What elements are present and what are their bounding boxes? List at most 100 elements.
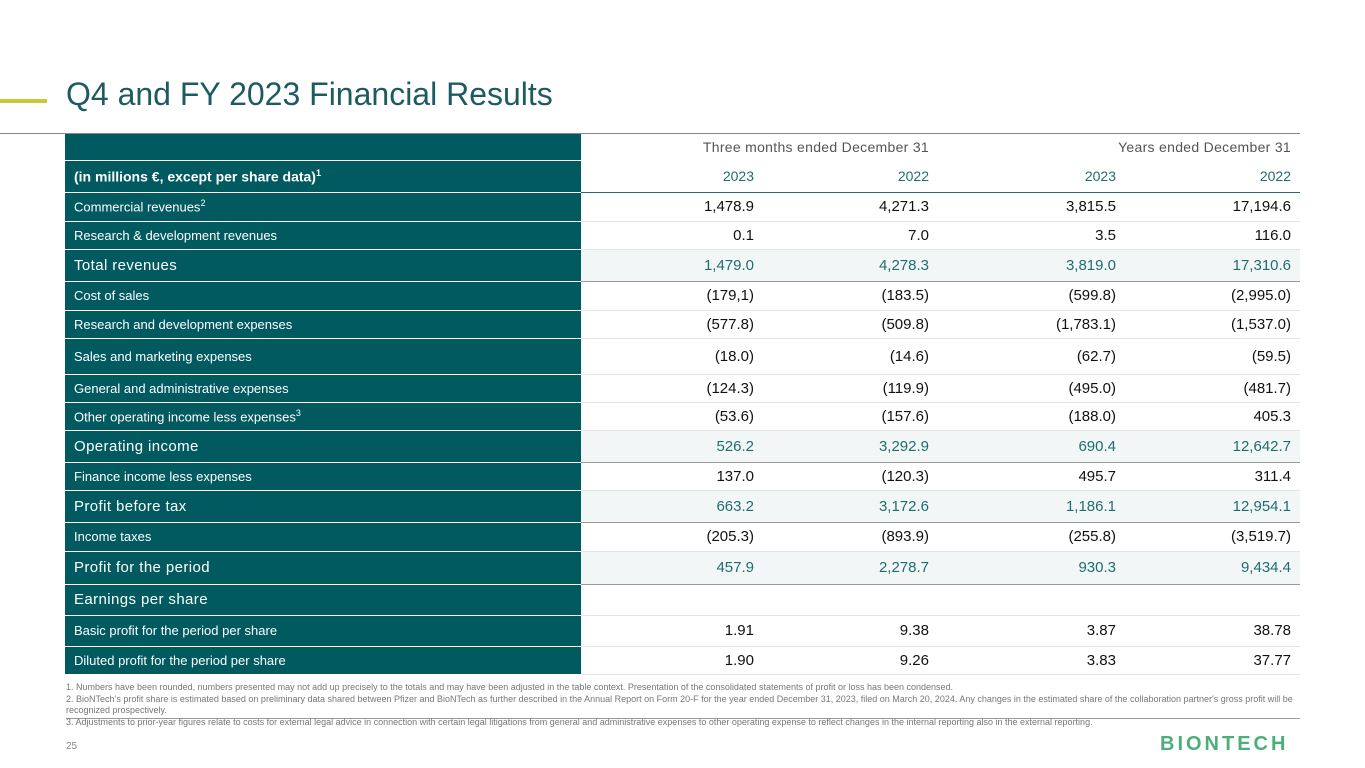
row-label-text: Other operating income less expenses [74, 409, 296, 425]
row-label-text: Research & development revenues [74, 227, 278, 243]
value-cell: (1,783.1) [938, 310, 1125, 339]
footnote: 2. BioNTech’s profit share is estimated … [66, 693, 1293, 716]
value-cell: (183.5) [763, 281, 938, 311]
row-label-text: Earnings per share [74, 591, 208, 608]
value-cell: (53.6) [581, 402, 763, 431]
year-header: 2023 [938, 160, 1125, 193]
row-label-text: General and administrative expenses [74, 380, 289, 396]
row-label: Research & development revenues [65, 221, 581, 250]
value-cell: 311.4 [1125, 462, 1301, 491]
value-cell: 1,479.0 [581, 249, 763, 282]
row-label-text: Research and development expenses [74, 316, 293, 332]
value-cell: 17,310.6 [1125, 249, 1301, 282]
logo: BIONTECH [1160, 733, 1289, 755]
table-row: Research & development revenues 0.1 7.0 3.5… [65, 221, 1301, 250]
value-cell: (205.3) [581, 522, 763, 552]
value-cell: 3,815.5 [938, 192, 1125, 222]
value-cell: (59.5) [1125, 338, 1301, 375]
footnote: 3. Adjustments to prior-year figures rel… [66, 716, 1093, 727]
value-cell: (255.8) [938, 522, 1125, 552]
year-header: 2022 [1125, 160, 1301, 193]
value-cell: 9.26 [763, 646, 938, 675]
value-cell: 12,642.7 [1125, 430, 1301, 463]
unit-label: (in millions €, except per share data)1 [65, 160, 581, 193]
value-cell: 495.7 [938, 462, 1125, 491]
value-cell: 9,434.4 [1125, 551, 1301, 585]
value-cell: (599.8) [938, 281, 1125, 311]
row-label-text: Commercial revenues [74, 199, 201, 215]
row-label-text: Total revenues [74, 256, 178, 274]
row-label-text: Finance income less expenses [74, 468, 252, 484]
row-label: General and administrative expenses [65, 374, 581, 403]
row-label: Earnings per share [65, 584, 581, 616]
row-label-text: Income taxes [74, 529, 152, 544]
value-cell: (18.0) [581, 338, 763, 375]
table-row: Total revenues 1,479.0 4,278.3 3,819.0 17,31… [65, 249, 1301, 282]
value-cell: (179,1) [581, 281, 763, 311]
value-cell: (188.0) [938, 402, 1125, 431]
value-cell: 3.5 [938, 221, 1125, 250]
value-cell: 3,292.9 [763, 430, 938, 463]
table-row: Other operating income less expenses3 (53… [65, 402, 1301, 431]
row-label: Finance income less expenses [65, 462, 581, 491]
table-row: Cost of sales (179,1) (183.5) (599.8) (2,995… [65, 281, 1301, 311]
footnote: 1. Numbers have been rounded, numbers pr… [66, 682, 954, 692]
row-label-text: Sales and marketing expenses [74, 348, 252, 364]
value-cell: (3,519.7) [1125, 522, 1301, 552]
value-cell: 930.3 [938, 551, 1125, 585]
value-cell: 405.3 [1125, 402, 1301, 431]
value-cell: 457.9 [581, 551, 763, 585]
row-label: Diluted profit for the period per share [65, 646, 581, 675]
value-cell: (14.6) [763, 338, 938, 375]
footnotes: 1. Numbers have been rounded, numbers pr… [66, 682, 1300, 728]
title: Q4 and FY 2023 Financial Results [66, 76, 553, 112]
value-cell: 3.87 [938, 615, 1125, 647]
value-cell: (481.7) [1125, 374, 1301, 403]
row-label-text: Basic profit for the period per share [74, 623, 278, 638]
rule [66, 718, 1300, 719]
value-cell [1125, 584, 1301, 616]
value-cell [938, 584, 1125, 616]
value-cell: 17,194.6 [1125, 192, 1301, 222]
year-header: 2022 [763, 160, 938, 193]
title-accent [0, 99, 47, 103]
value-cell [581, 584, 763, 616]
header-row: (in millions €, except per share data)1 2… [65, 160, 1301, 193]
row-label-text: Diluted profit for the period per share [74, 652, 286, 668]
row-label: Basic profit for the period per share [65, 615, 581, 647]
row-label-text: Profit for the period [74, 559, 210, 576]
value-cell: (1,537.0) [1125, 310, 1301, 339]
value-cell: 1,186.1 [938, 490, 1125, 523]
value-cell: 663.2 [581, 490, 763, 523]
table-row: General and administrative expenses (124.… [65, 374, 1301, 403]
table-row: Profit for the period 457.9 2,278.7 930.3 9,… [65, 551, 1301, 585]
table-row: Finance income less expenses 137.0 (120.3)… [65, 462, 1301, 491]
row-label-text: Cost of sales [74, 288, 150, 303]
value-cell: (509.8) [763, 310, 938, 339]
header-blank [65, 134, 581, 161]
table-row: Commercial revenues2 1,478.9 4,271.3 3,815.… [65, 192, 1301, 222]
value-cell: 3,819.0 [938, 249, 1125, 282]
row-label: Total revenues [65, 249, 581, 282]
value-cell: 1,478.9 [581, 192, 763, 222]
row-label: Operating income [65, 430, 581, 463]
value-cell: 3.83 [938, 646, 1125, 675]
value-cell: 4,278.3 [763, 249, 938, 282]
row-label: Commercial revenues2 [65, 192, 581, 222]
value-cell: 38.78 [1125, 615, 1301, 647]
value-cell: 1.91 [581, 615, 763, 647]
rule [0, 133, 1300, 134]
value-cell: (893.9) [763, 522, 938, 552]
footnote-ref: 3 [295, 407, 301, 418]
value-cell: (157.6) [763, 402, 938, 431]
value-cell: 2,278.7 [763, 551, 938, 585]
value-cell: (119.9) [763, 374, 938, 403]
table-row: Earnings per share [65, 584, 1301, 616]
value-cell: 7.0 [763, 221, 938, 250]
year-header: 2023 [581, 160, 763, 193]
table-row: Profit before tax 663.2 3,172.6 1,186.1 12,9… [65, 490, 1301, 523]
value-cell: 137.0 [581, 462, 763, 491]
row-label: Cost of sales [65, 281, 581, 311]
row-label: Research and development expenses [65, 310, 581, 339]
footnote-ref: 2 [200, 198, 206, 209]
